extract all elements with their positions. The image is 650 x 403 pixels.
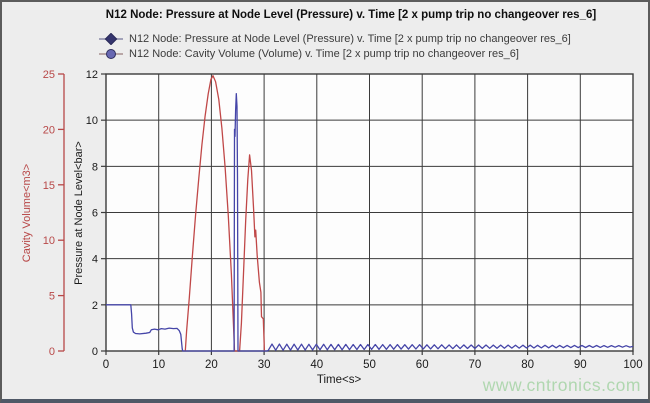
x-tick-label: 30 (258, 359, 271, 371)
watermark: www.cntronics.com (482, 375, 641, 395)
cavity-tick-label: 5 (49, 291, 55, 303)
x-axis-title: Time<s> (316, 374, 362, 386)
x-tick-label: 60 (416, 359, 429, 371)
x-tick-label: 90 (574, 359, 587, 371)
x-tick-label: 100 (623, 359, 642, 371)
legend: N12 Node: Pressure at Node Level (Pressu… (98, 31, 571, 61)
pressure-tick-label: 6 (92, 208, 98, 220)
x-tick-label: 20 (205, 359, 218, 371)
cavity-tick-label: 15 (43, 180, 55, 192)
legend-label-cavity: N12 Node: Cavity Volume (Volume) v. Time… (129, 47, 519, 60)
cavity-tick-label: 25 (43, 69, 55, 81)
x-tick-label: 40 (310, 359, 323, 371)
legend-item-cavity: N12 Node: Cavity Volume (Volume) v. Time… (98, 46, 571, 61)
x-tick-label: 0 (103, 359, 109, 371)
legend-item-pressure: N12 Node: Pressure at Node Level (Pressu… (98, 31, 571, 46)
cavity-tick-label: 0 (49, 346, 55, 358)
legend-label-pressure: N12 Node: Pressure at Node Level (Pressu… (129, 32, 571, 45)
x-tick-label: 50 (363, 359, 376, 371)
pressure-tick-label: 4 (92, 254, 98, 266)
pressure-tick-label: 10 (86, 115, 98, 127)
pressure-tick-label: 2 (92, 300, 98, 312)
cavity-tick-label: 10 (43, 235, 55, 247)
cavity-tick-label: 20 (43, 124, 55, 136)
pressure-tick-label: 12 (86, 69, 98, 81)
diamond-marker-icon (99, 32, 123, 45)
chart-title: N12 Node: Pressure at Node Level (Pressu… (105, 9, 597, 21)
x-tick-label: 80 (521, 359, 534, 371)
pressure-tick-label: 0 (92, 346, 98, 358)
circle-marker-icon (99, 48, 123, 59)
x-tick-label: 70 (469, 359, 482, 371)
pressure-tick-label: 8 (92, 161, 98, 173)
x-tick-label: 10 (152, 359, 165, 371)
